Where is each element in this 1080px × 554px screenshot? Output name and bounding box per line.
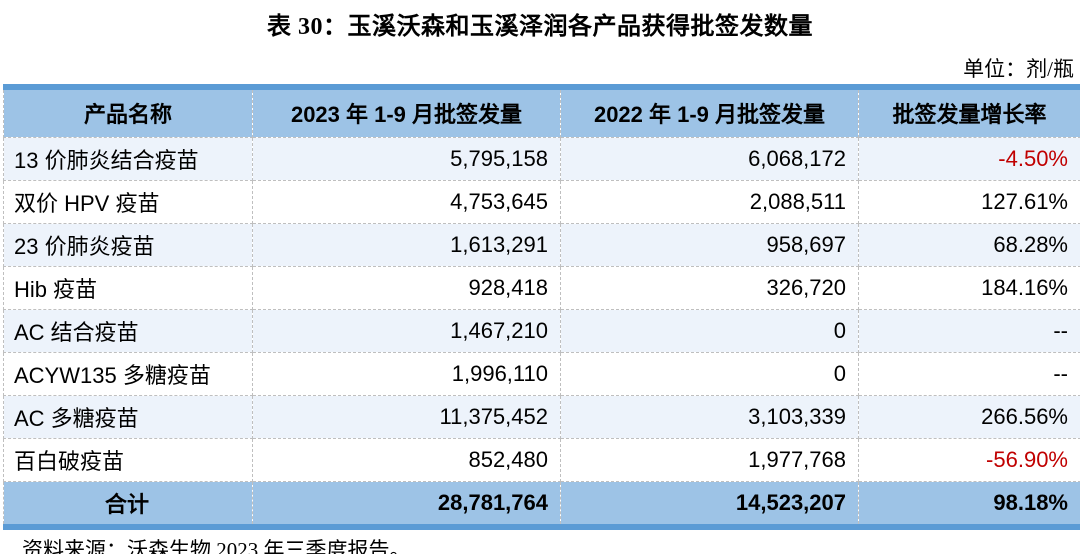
cell-2022-volume: 2,088,511 [560, 180, 859, 224]
table-title: 表 30：玉溪沃森和玉溪泽润各产品获得批签发数量 [267, 14, 813, 40]
cell-growth-rate: 68.28% [858, 223, 1080, 267]
cell-growth-rate: 266.56% [858, 395, 1080, 439]
header-product-name: 产品名称 [3, 90, 253, 138]
cell-2023-volume: 11,375,452 [252, 395, 561, 439]
cell-total-2022-volume: 14,523,207 [560, 481, 859, 524]
table-row: 双价 HPV 疫苗 4,753,645 2,088,511 127.61% [3, 180, 1080, 224]
batch-issuance-table: 产品名称 2023 年 1-9 月批签发量 2022 年 1-9 月批签发量 批… [3, 90, 1080, 524]
cell-product-name: AC 结合疫苗 [3, 309, 253, 353]
cell-2022-volume: 6,068,172 [560, 137, 859, 181]
cell-growth-rate: 127.61% [858, 180, 1080, 224]
source-note: 资料来源：沃森生物 2023 年三季度报告。 [22, 538, 411, 554]
cell-growth-rate: -- [858, 309, 1080, 353]
cell-growth-rate: 184.16% [858, 266, 1080, 310]
header-growth-rate: 批签发量增长率 [858, 90, 1080, 138]
cell-product-name: 23 价肺炎疫苗 [3, 223, 253, 267]
data-table-container: 产品名称 2023 年 1-9 月批签发量 2022 年 1-9 月批签发量 批… [3, 84, 1080, 530]
cell-2023-volume: 852,480 [252, 438, 561, 482]
header-row: 产品名称 2023 年 1-9 月批签发量 2022 年 1-9 月批签发量 批… [3, 90, 1080, 138]
cell-2023-volume: 928,418 [252, 266, 561, 310]
cell-2022-volume: 326,720 [560, 266, 859, 310]
cell-2022-volume: 0 [560, 309, 859, 353]
cell-growth-rate: -56.90% [858, 438, 1080, 482]
header-2023-volume: 2023 年 1-9 月批签发量 [252, 90, 561, 138]
cell-product-name: 13 价肺炎结合疫苗 [3, 137, 253, 181]
table-row: Hib 疫苗 928,418 326,720 184.16% [3, 266, 1080, 310]
table-row: ACYW135 多糖疫苗 1,996,110 0 -- [3, 352, 1080, 396]
report-page: 表 30：玉溪沃森和玉溪泽润各产品获得批签发数量 单位：剂/瓶 产品名称 202… [0, 6, 1080, 554]
cell-2023-volume: 5,795,158 [252, 137, 561, 181]
table-row: 百白破疫苗 852,480 1,977,768 -56.90% [3, 438, 1080, 482]
table-body: 13 价肺炎结合疫苗 5,795,158 6,068,172 -4.50% 双价… [3, 137, 1080, 524]
cell-2022-volume: 1,977,768 [560, 438, 859, 482]
cell-product-name: AC 多糖疫苗 [3, 395, 253, 439]
cell-2023-volume: 4,753,645 [252, 180, 561, 224]
table-header: 产品名称 2023 年 1-9 月批签发量 2022 年 1-9 月批签发量 批… [3, 90, 1080, 138]
cell-product-name: Hib 疫苗 [3, 266, 253, 310]
cell-2022-volume: 0 [560, 352, 859, 396]
table-row: 13 价肺炎结合疫苗 5,795,158 6,068,172 -4.50% [3, 137, 1080, 181]
table-row: AC 结合疫苗 1,467,210 0 -- [3, 309, 1080, 353]
total-row: 合计 28,781,764 14,523,207 98.18% [3, 481, 1080, 524]
cell-total-growth-rate: 98.18% [858, 481, 1080, 524]
cell-2022-volume: 958,697 [560, 223, 859, 267]
cell-2022-volume: 3,103,339 [560, 395, 859, 439]
cell-product-name: 百白破疫苗 [3, 438, 253, 482]
cell-2023-volume: 1,467,210 [252, 309, 561, 353]
cell-total-2023-volume: 28,781,764 [252, 481, 561, 524]
unit-label: 单位：剂/瓶 [963, 57, 1074, 81]
cell-2023-volume: 1,996,110 [252, 352, 561, 396]
table-row: AC 多糖疫苗 11,375,452 3,103,339 266.56% [3, 395, 1080, 439]
cell-2023-volume: 1,613,291 [252, 223, 561, 267]
header-2022-volume: 2022 年 1-9 月批签发量 [560, 90, 859, 138]
cell-total-label: 合计 [3, 481, 253, 524]
cell-product-name: 双价 HPV 疫苗 [3, 180, 253, 224]
cell-growth-rate: -- [858, 352, 1080, 396]
table-row: 23 价肺炎疫苗 1,613,291 958,697 68.28% [3, 223, 1080, 267]
cell-growth-rate: -4.50% [858, 137, 1080, 181]
cell-product-name: ACYW135 多糖疫苗 [3, 352, 253, 396]
